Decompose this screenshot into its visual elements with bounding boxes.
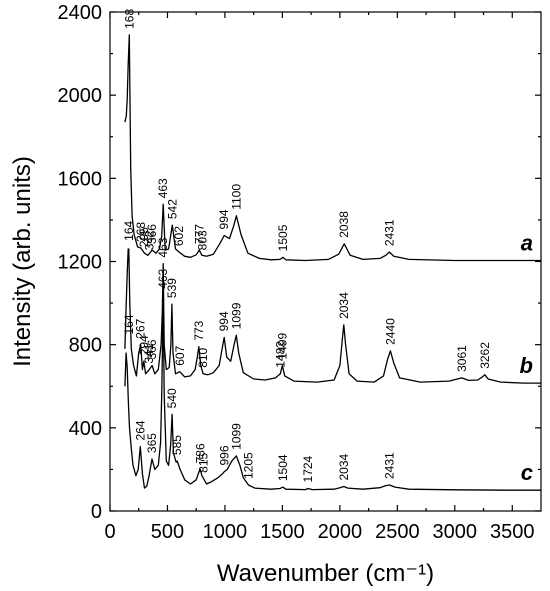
peak-label: 994 (217, 209, 231, 229)
peak-label: 815 (197, 452, 211, 472)
peak-label: 777 (192, 224, 206, 244)
peak-label: 267 (134, 318, 148, 338)
peak-label: 341 (142, 343, 156, 363)
series-label-b: b (520, 353, 533, 378)
peak-label: 295 (137, 227, 151, 247)
peak-label: 996 (217, 445, 231, 465)
x-tick-label: 2000 (318, 521, 363, 543)
peak-label: 540 (165, 388, 179, 408)
series-label-c: c (521, 460, 533, 485)
x-tick-label: 2500 (375, 521, 420, 543)
peak-label: 539 (165, 278, 179, 298)
peak-label: 2038 (337, 211, 351, 238)
peak-label: 810 (196, 347, 210, 367)
peak-label: 164 (122, 314, 136, 334)
peak-label: 585 (170, 435, 184, 455)
peak-label: 1099 (229, 423, 243, 450)
peak-label: 786 (193, 443, 207, 463)
peak-label: 2034 (337, 292, 351, 319)
peak-label: 342 (142, 230, 156, 250)
peak-label: 1504 (276, 454, 290, 481)
peak-label: 2440 (383, 318, 397, 345)
series-line-a (124, 34, 541, 262)
peak-label: 463 (156, 237, 170, 257)
peak-label: 3262 (478, 342, 492, 369)
peak-label: 294 (137, 335, 151, 355)
series-line-c (124, 294, 541, 491)
peak-label: 994 (217, 311, 231, 331)
x-axis-title: Wavenumber (cm⁻¹) (217, 560, 434, 587)
peak-label: 1482 (273, 341, 287, 368)
y-tick-label: 2400 (58, 2, 103, 24)
peak-label: 3061 (455, 345, 469, 372)
y-axis-title: Intensity (arb. units) (9, 156, 36, 367)
peak-label: 1505 (276, 224, 290, 251)
peak-label: 607 (173, 345, 187, 365)
x-tick-label: 3000 (433, 521, 478, 543)
peak-label: 164 (122, 221, 136, 241)
y-axis: 0 400 800 1200 1600 2000 2400 (58, 2, 541, 523)
peak-label: 1100 (229, 184, 243, 210)
peak-label: 264 (133, 420, 147, 440)
y-tick-label: 400 (69, 418, 102, 440)
peak-label: 463 (156, 268, 170, 288)
series-line-b (124, 248, 541, 384)
peak-label: 542 (165, 199, 179, 219)
x-tick-label: 500 (151, 521, 184, 543)
peak-label: 366 (145, 339, 159, 359)
peak-label: 268 (134, 222, 148, 242)
peak-label: 365 (145, 433, 159, 453)
y-tick-label: 2000 (58, 85, 103, 107)
peak-label: 1499 (275, 332, 289, 359)
series-label-a: a (521, 230, 533, 255)
peak-label: 803 (195, 230, 209, 250)
plot-area: 0 500 1000 1500 2000 2500 3000 3500 0 400 800 1200… (58, 2, 542, 543)
peak-label: 2431 (382, 452, 396, 479)
y-tick-label: 800 (69, 335, 102, 357)
x-tick-label: 3500 (490, 521, 535, 543)
x-tick-label: 1000 (203, 521, 248, 543)
peak-label: 2034 (337, 454, 351, 481)
peak-label: 1205 (242, 452, 256, 479)
x-tick-label: 0 (104, 521, 115, 543)
peak-label: 602 (172, 226, 186, 246)
peak-label: 2431 (382, 219, 396, 246)
peak-label: 1099 (229, 302, 243, 329)
y-tick-label: 1200 (58, 252, 103, 274)
peak-label: 463 (156, 178, 170, 198)
series-lines: a b c (124, 34, 541, 491)
x-axis: 0 500 1000 1500 2000 2500 3000 3500 (104, 12, 535, 543)
peak-label: 773 (192, 320, 206, 340)
peak-label: 366 (145, 224, 159, 244)
x-tick-label: 1500 (260, 521, 305, 543)
peak-label: 1724 (301, 455, 315, 482)
y-tick-label: 0 (91, 501, 102, 523)
peak-label: 168 (122, 9, 136, 29)
y-tick-label: 1600 (58, 168, 103, 190)
